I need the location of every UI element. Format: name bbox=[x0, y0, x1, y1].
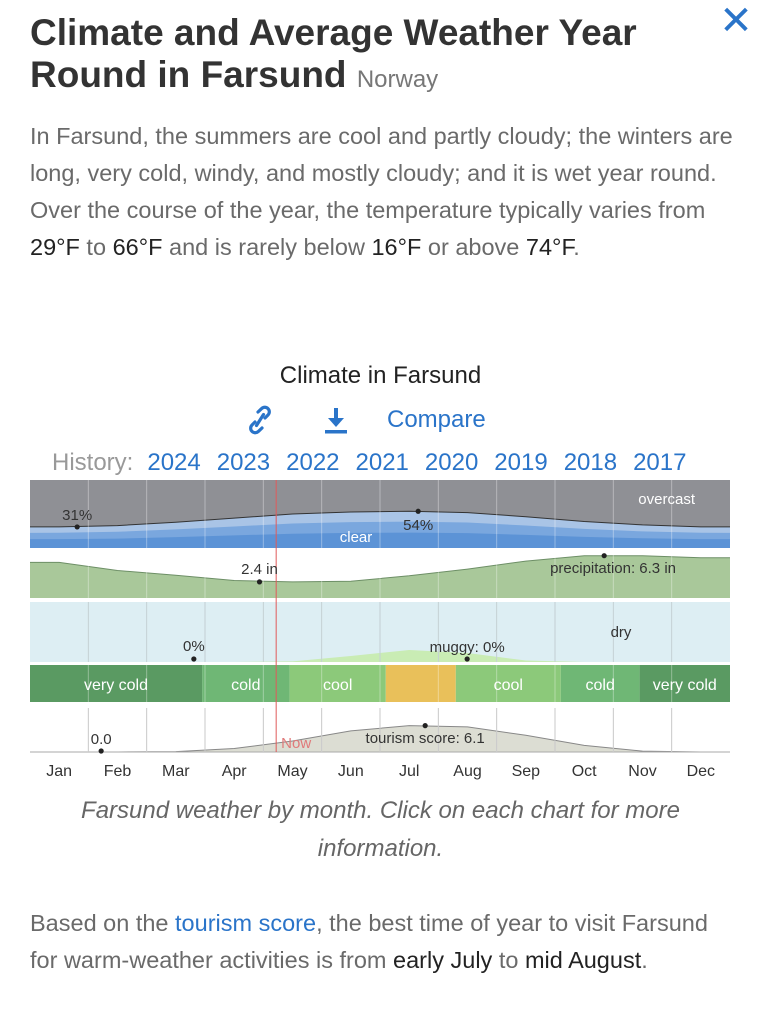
summary-text: or above bbox=[421, 234, 526, 260]
cloud-max-label: 54% bbox=[403, 517, 433, 534]
month-label: Nov bbox=[628, 763, 656, 780]
month-label: Apr bbox=[222, 763, 248, 780]
summary-text: to bbox=[79, 234, 113, 260]
precipitation-min-label: 2.4 in bbox=[241, 561, 278, 578]
climate-summary: In Farsund, the summers are cool and par… bbox=[30, 118, 740, 266]
history-label: History: bbox=[52, 449, 134, 476]
temperature-band-label: cool bbox=[323, 677, 352, 694]
month-label: Jan bbox=[46, 763, 72, 780]
month-label: Sep bbox=[512, 763, 541, 780]
temperature-band-label: cold bbox=[586, 677, 615, 694]
chart-actions: Compare bbox=[245, 402, 486, 438]
link-icon[interactable] bbox=[245, 403, 275, 437]
data-point bbox=[601, 553, 607, 559]
data-point bbox=[74, 524, 80, 530]
history-year-link[interactable]: 2022 bbox=[286, 449, 340, 476]
history-year-link[interactable]: 2024 bbox=[147, 449, 201, 476]
data-point bbox=[415, 508, 421, 514]
country-label: Norway bbox=[356, 66, 439, 93]
temperature-band bbox=[639, 665, 730, 702]
summary-text: and is rarely below bbox=[162, 234, 372, 260]
temperature-band bbox=[202, 665, 290, 702]
best-time-paragraph: Based on the tourism score, the best tim… bbox=[30, 905, 740, 979]
history-year-link[interactable]: 2023 bbox=[216, 449, 271, 476]
temperature-band-label: very cold bbox=[84, 677, 148, 694]
summary-text: In Farsund, the summers are cool and par… bbox=[30, 123, 733, 223]
cloud-min-label: 31% bbox=[62, 507, 92, 524]
climate-chart[interactable]: very cold cold cool cool cold very cold Now 31%… bbox=[0, 478, 761, 788]
tourism-max-label: tourism score: 6.1 bbox=[366, 730, 485, 747]
history-year-link[interactable]: 2021 bbox=[355, 449, 409, 476]
temp-rare-low: 16°F bbox=[371, 234, 422, 260]
close-button[interactable]: ✕ bbox=[716, 0, 756, 43]
best-time-start: early July bbox=[393, 947, 493, 973]
download-icon[interactable] bbox=[321, 403, 351, 437]
data-point bbox=[191, 656, 197, 662]
page-title-text: Climate and Average Weather Year Round i… bbox=[30, 12, 637, 95]
temperature-band bbox=[30, 665, 203, 702]
page-title: Climate and Average Weather Year Round i… bbox=[30, 12, 690, 101]
history-year-link[interactable]: 2019 bbox=[494, 449, 548, 476]
data-point bbox=[464, 656, 470, 662]
humidity-dry-label: dry bbox=[611, 624, 632, 641]
temperature-band-label: very cold bbox=[653, 677, 717, 694]
best-time-text: , the best time of year to visit Farsund… bbox=[30, 910, 708, 973]
humidity-max-label: muggy: 0% bbox=[430, 639, 505, 656]
chart-caption: Farsund weather by month. Click on each … bbox=[81, 797, 680, 862]
month-label: Feb bbox=[104, 763, 132, 780]
month-label: Aug bbox=[453, 763, 481, 780]
temperature-band-label: cool bbox=[494, 677, 523, 694]
temperature-band bbox=[385, 665, 456, 702]
clear-area bbox=[30, 532, 730, 548]
data-point bbox=[256, 579, 263, 585]
best-time-text: to bbox=[492, 947, 525, 973]
data-point bbox=[422, 723, 428, 729]
temperature-band-label: cold bbox=[231, 677, 260, 694]
humidity-min-label: 0% bbox=[183, 638, 205, 655]
history-row: History: 2024 2023 2022 2021 2020 2019 2… bbox=[52, 447, 686, 479]
tourism-score-link[interactable]: tourism score bbox=[175, 910, 317, 936]
month-label: Oct bbox=[572, 763, 597, 780]
close-icon[interactable]: ✕ bbox=[719, 0, 753, 43]
history-year-link[interactable]: 2017 bbox=[633, 449, 687, 476]
history-year-link[interactable]: 2018 bbox=[563, 449, 618, 476]
temperature-band bbox=[560, 665, 640, 702]
month-label: Dec bbox=[687, 763, 715, 780]
overcast-label: overcast bbox=[638, 491, 696, 508]
temperature-band bbox=[455, 665, 561, 702]
temp-rare-high: 74°F bbox=[525, 234, 574, 260]
chart-title: Climate in Farsund bbox=[279, 362, 482, 389]
history-year-link[interactable]: 2020 bbox=[424, 449, 479, 476]
temp-high: 66°F bbox=[112, 234, 163, 260]
precipitation-max-label: precipitation: 6.3 in bbox=[550, 560, 676, 577]
temp-low: 29°F bbox=[30, 234, 80, 260]
best-time-text: Based on the bbox=[30, 910, 176, 936]
temperature-band bbox=[289, 665, 386, 702]
month-label: Jul bbox=[399, 763, 419, 780]
now-marker-label: Now bbox=[281, 735, 311, 752]
month-label: May bbox=[277, 763, 307, 780]
tourism-min-label: 0.0 bbox=[91, 731, 112, 748]
precipitation-line bbox=[29, 555, 731, 583]
compare-link[interactable]: Compare bbox=[387, 406, 486, 433]
month-label: Mar bbox=[162, 763, 190, 780]
month-label: Jun bbox=[338, 763, 364, 780]
best-time-end: mid August bbox=[524, 947, 642, 973]
precipitation-area bbox=[30, 555, 730, 598]
cloud-line bbox=[29, 510, 731, 528]
data-point bbox=[98, 748, 104, 754]
summary-text: . bbox=[573, 234, 580, 260]
clear-label: clear bbox=[340, 529, 373, 546]
best-time-text: . bbox=[641, 947, 648, 973]
